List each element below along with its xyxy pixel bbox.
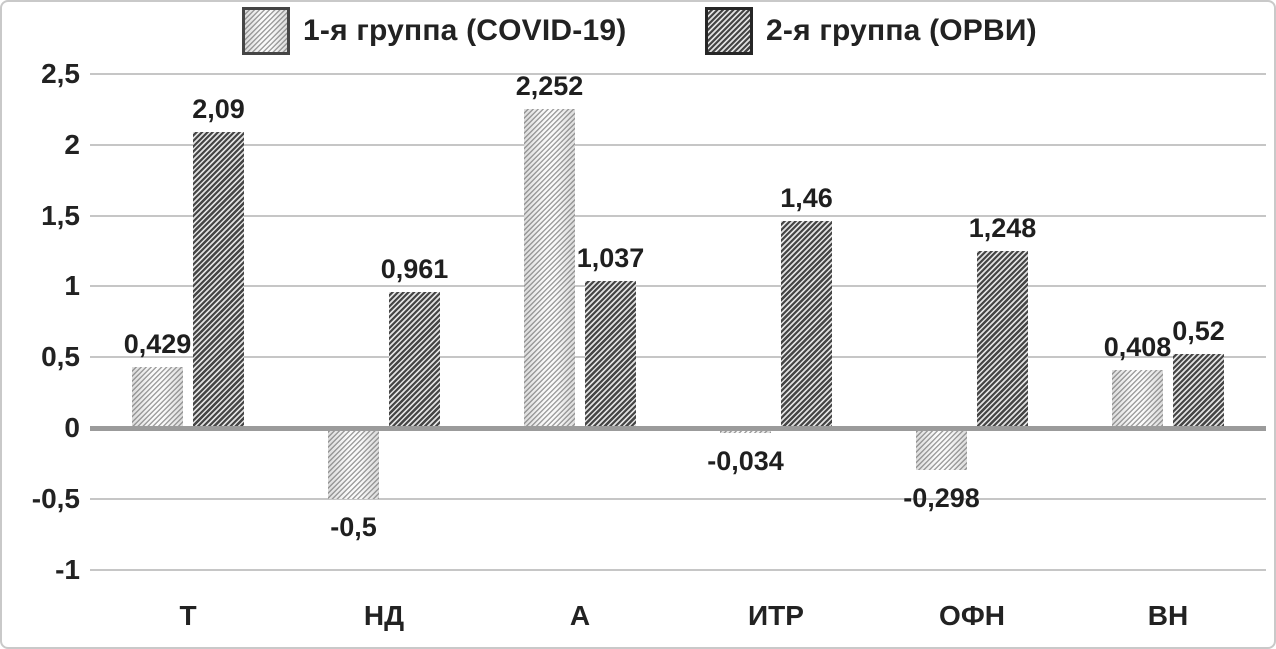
y-tick-label: 2,5: [41, 58, 80, 89]
bar-series1-Т: [132, 367, 183, 428]
x-category-label-4: ИТР: [748, 600, 804, 631]
y-tick-label: 0,5: [41, 341, 80, 373]
y-tick-label: 2: [64, 128, 80, 160]
x-category-label-5: ОФН: [939, 600, 1005, 631]
bar-series2-ВН: [1173, 354, 1224, 428]
y-tick-label: 1: [64, 270, 80, 302]
legend-label-group2: 2-я группа (ОРВИ): [766, 14, 1037, 47]
value-label-series2-ВН: 0,52: [1172, 316, 1225, 347]
x-category-label-2: НД: [363, 600, 405, 631]
y-tick-label: -1: [55, 553, 80, 585]
value-label-series1-Т: 0,429: [123, 329, 192, 360]
x-category-label-3: А: [569, 600, 591, 631]
value-label-series2-ИТР: 1,46: [780, 183, 833, 214]
value-label-series1-ОФН: -0,298: [903, 483, 980, 514]
bar-series1-ВН: [1112, 370, 1163, 428]
bar-series2-Т: [193, 132, 244, 428]
gridline: [90, 285, 1266, 288]
value-label-series1-ВН: 0,408: [1103, 332, 1172, 363]
gridline: [90, 214, 1266, 217]
gridline: [90, 568, 1266, 571]
value-label-series2-Т: 2,09: [192, 94, 245, 125]
gridline: [90, 356, 1266, 359]
value-label-series1-ИТР: -0,034: [707, 445, 784, 476]
y-tick-label: 1,5: [41, 199, 80, 231]
bar-series1-НД: [328, 428, 379, 499]
value-label-series2-А: 1,037: [576, 243, 645, 274]
bar-series2-А: [585, 281, 636, 428]
legend-label-group1: 1-я группа (COVID-19): [303, 14, 627, 47]
bar-series2-НД: [389, 291, 440, 428]
legend-item-group1: 1-я группа (COVID-19): [242, 6, 626, 56]
x-category-label-1: Т: [179, 600, 197, 631]
y-tick-label: -0,5: [31, 482, 80, 514]
bar-series2-ОФН: [977, 251, 1028, 428]
bar-series1-ОФН: [916, 428, 967, 471]
gridline: [90, 73, 1266, 75]
value-label-series1-НД: -0,5: [330, 511, 377, 542]
bar-series1-А: [524, 109, 575, 428]
bar-series2-ИТР: [781, 221, 832, 428]
value-label-series2-НД: 0,961: [380, 253, 449, 284]
gridline: [90, 143, 1266, 146]
legend-swatch-light-hatch-icon: [242, 7, 290, 55]
x-category-label-6: ВН: [1147, 600, 1189, 631]
value-label-series1-А: 2,252: [515, 71, 584, 102]
value-label-series2-ОФН: 1,248: [968, 213, 1037, 244]
y-tick-label: 0: [64, 412, 80, 443]
zero-axis-line: [90, 425, 1266, 431]
legend-swatch-dark-hatch-icon: [705, 7, 753, 55]
gridline: [90, 497, 1266, 500]
legend-item-group2: 2-я группа (ОРВИ): [705, 6, 1037, 56]
